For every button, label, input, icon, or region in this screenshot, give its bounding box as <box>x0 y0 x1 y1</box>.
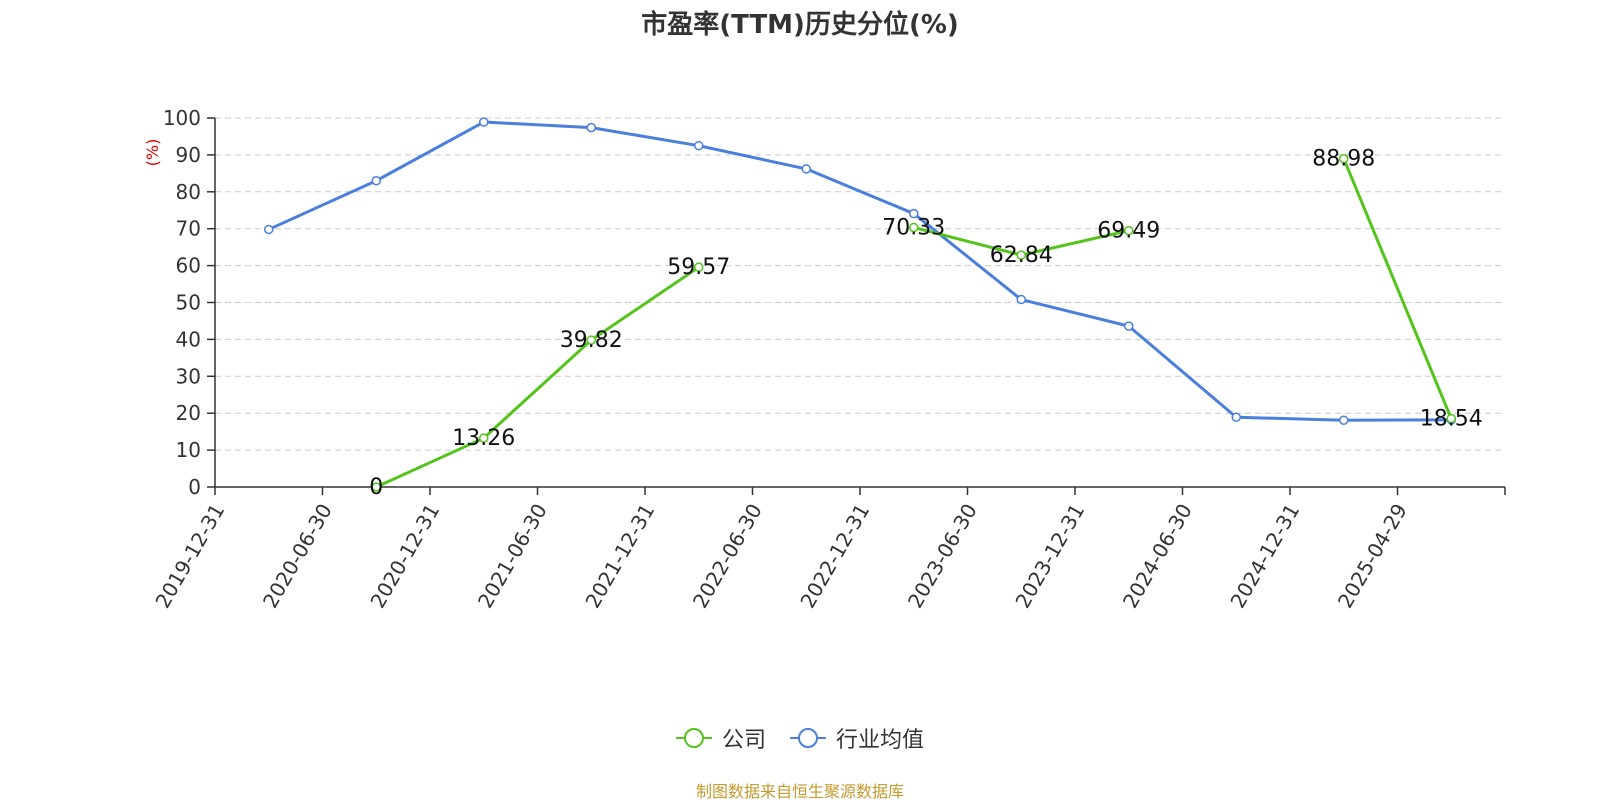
data-point-company <box>479 433 489 443</box>
x-tick-label: 2023-12-31 <box>1010 500 1089 613</box>
data-point-company <box>1124 225 1134 236</box>
data-point-industry <box>1124 321 1134 331</box>
y-axis-label: (%) <box>143 139 162 167</box>
x-tick-label: 2019-12-31 <box>150 500 229 613</box>
axes: 0 10 20 30 40 50 60 70 80 90 100(%) 2019-12-31 2020-… <box>143 106 1506 613</box>
x-tick-label: 2022-12-31 <box>795 500 874 613</box>
y-tick-label: 60 <box>176 254 201 278</box>
y-tick-label: 90 <box>176 143 201 167</box>
series-line-company <box>1342 158 1453 420</box>
x-tick-label: 2025-04-29 <box>1333 500 1412 613</box>
series-industry <box>264 117 1456 425</box>
data-label: 13.26 <box>452 426 515 451</box>
data-label: 69.49 <box>1097 219 1160 244</box>
legend-label: 公司 <box>721 728 766 753</box>
data-label: 18.54 <box>1420 407 1483 432</box>
data-point-company <box>694 262 704 272</box>
data-label: 59.57 <box>667 255 730 280</box>
x-tick-label: 2022-06-30 <box>688 500 767 613</box>
y-tick-label: 30 <box>176 364 201 388</box>
x-tick-label: 2021-06-30 <box>473 500 552 613</box>
data-label: 0 <box>369 475 383 500</box>
chart-title: 市盈率(TTM)历史分位(%) <box>641 10 959 40</box>
x-tick-label: 2020-06-30 <box>258 500 337 613</box>
data-point-industry <box>479 117 489 127</box>
x-tick-label: 2021-12-31 <box>580 500 659 613</box>
legend: 公司 行业均值 <box>0 722 1600 754</box>
series-line-industry <box>268 120 1452 422</box>
data-label: 39.82 <box>560 328 623 353</box>
data-label: 62.84 <box>990 243 1053 268</box>
x-tick-label: 2023-06-30 <box>903 500 982 613</box>
series-line-company <box>375 265 700 489</box>
y-tick-label: 70 <box>176 217 201 241</box>
data-point-industry <box>264 224 274 235</box>
legend-item-industry[interactable]: 行业均值 <box>790 722 924 754</box>
legend-marker-icon <box>790 728 826 748</box>
data-point-company <box>371 482 381 492</box>
data-point-company <box>1016 250 1026 260</box>
data-point-company <box>586 335 596 345</box>
legend-marker-icon <box>675 728 712 748</box>
data-label: 70.33 <box>882 215 945 240</box>
data-point-industry <box>371 175 381 186</box>
data-point-industry <box>1339 415 1349 425</box>
data-point-industry <box>909 208 919 219</box>
series-layer <box>264 117 1456 492</box>
y-tick-label: 10 <box>176 438 201 462</box>
y-tick-label: 80 <box>176 180 201 204</box>
source-note: 制图数据来自恒生聚源数据库 <box>695 782 904 801</box>
y-tick-label: 0 <box>188 475 201 499</box>
x-tick-label: 2024-12-31 <box>1225 500 1304 613</box>
data-point-company <box>909 222 919 233</box>
data-point-industry <box>586 122 596 133</box>
data-point-industry <box>1231 412 1241 423</box>
legend-item-company[interactable]: 公司 <box>675 722 766 754</box>
data-point-company <box>1339 153 1349 164</box>
data-point-industry <box>694 140 704 151</box>
x-tick-label: 2024-06-30 <box>1118 500 1197 613</box>
series-company <box>371 153 1456 492</box>
data-label: 88.98 <box>1312 147 1375 172</box>
data-point-company <box>1446 413 1456 424</box>
x-tick-label: 2020-12-31 <box>365 500 444 613</box>
line-chart: 0 10 20 30 40 50 60 70 80 90 100(%) 2019-12-31 2020-… <box>143 106 1506 613</box>
y-tick-label: 20 <box>176 401 201 425</box>
data-point-industry <box>801 164 811 174</box>
y-tick-label: 100 <box>163 106 201 130</box>
data-point-industry <box>1016 294 1026 305</box>
legend-label: 行业均值 <box>836 728 925 753</box>
y-tick-label: 40 <box>176 327 201 351</box>
data-labels: 0 13.26 39.82 59.57 70.33 62.84 69.49 88.98 18.5… <box>369 147 1482 500</box>
grid-lines <box>215 117 1505 451</box>
y-tick-label: 50 <box>176 291 201 315</box>
